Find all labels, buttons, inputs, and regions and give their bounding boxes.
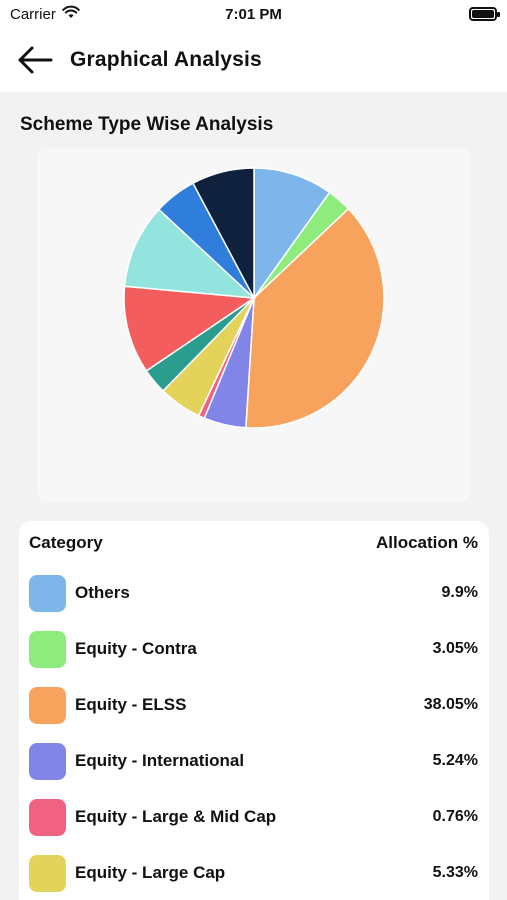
pie-slice[interactable] [253,167,331,301]
table-row[interactable]: Equity - Large Cap 5.33% [19,845,489,900]
color-swatch [29,798,66,836]
allocation-column-header: Allocation % [375,533,478,552]
category-column-header: Category [29,533,103,552]
allocation-table: Category Allocation % Others 9.9% Equity… [19,521,489,900]
pie-chart [123,167,385,429]
table-row[interactable]: Equity - International 5.24% [19,733,489,789]
allocation-value: 3.05% [432,640,478,657]
battery-icon [469,7,500,21]
category-label: Equity - International [75,751,245,770]
table-header: Category Allocation % [19,521,489,565]
section-title: Scheme Type Wise Analysis [20,114,274,135]
category-label: Equity - Large & Mid Cap [75,807,277,826]
category-label: Equity - ELSS [75,695,187,714]
pie-chart-card [37,148,471,502]
page-title: Graphical Analysis [70,48,262,71]
app-header: Graphical Analysis [0,28,507,92]
color-swatch [29,742,66,780]
category-label: Equity - Contra [75,639,197,658]
color-swatch [29,630,66,668]
table-row[interactable]: Equity - Contra 3.05% [19,621,489,677]
allocation-value: 0.76% [432,808,478,825]
color-swatch [29,574,66,612]
carrier-label: Carrier [10,5,56,23]
allocation-value: 5.33% [432,864,478,881]
arrow-left-icon [18,46,53,74]
table-row[interactable]: Others 9.9% [19,565,489,621]
allocation-value: 5.24% [432,752,478,769]
pie-slice[interactable] [123,285,257,372]
category-label: Equity - Large Cap [75,863,226,882]
status-left: Carrier [10,5,80,23]
status-bar: Carrier 7:01 PM [0,0,507,28]
table-row[interactable]: Equity - Large & Mid Cap 0.76% [19,789,489,845]
pie-slice[interactable] [192,167,255,299]
pie-slice[interactable] [245,207,385,429]
table-row[interactable]: Equity - ELSS 38.05% [19,677,489,733]
allocation-value: 38.05% [423,696,478,713]
back-button[interactable] [0,28,70,92]
pie-slice[interactable] [123,208,257,299]
category-label: Others [75,583,130,602]
wifi-icon [62,5,80,23]
color-swatch [29,854,66,892]
color-swatch [29,686,66,724]
allocation-value: 9.9% [441,584,478,601]
